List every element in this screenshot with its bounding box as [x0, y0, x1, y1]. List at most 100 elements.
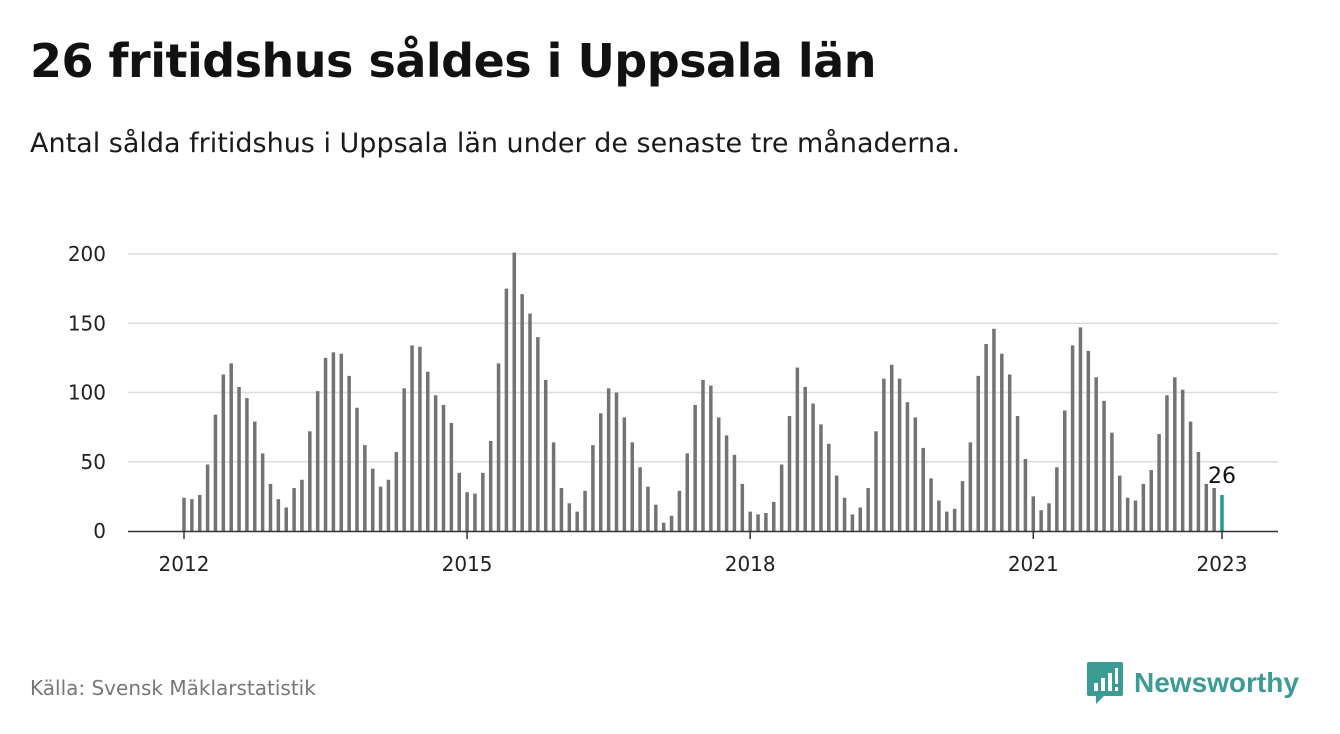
x-tick-label-2018: 2018: [725, 552, 776, 576]
bar: [952, 508, 957, 531]
bar: [315, 391, 320, 531]
bar: [481, 472, 485, 531]
bar: [449, 422, 454, 531]
x-tick-label-2015: 2015: [442, 552, 493, 576]
bar: [1110, 432, 1114, 531]
bar: [654, 504, 658, 531]
bar: [866, 488, 870, 531]
bar: [834, 475, 839, 531]
bar: [724, 435, 729, 531]
bar: [1015, 416, 1020, 531]
bar: [1094, 377, 1098, 531]
bar: [889, 364, 894, 531]
bar: [418, 346, 422, 531]
bar: [1204, 483, 1209, 531]
bar: [1212, 488, 1216, 531]
x-axis: [128, 530, 1278, 539]
bar: [685, 453, 690, 531]
x-axis-tick-labels: 2012 2015 2018 2021 2023: [159, 552, 1248, 576]
bar: [606, 388, 611, 531]
bar: [292, 488, 296, 531]
bar: [803, 386, 807, 531]
newsworthy-logo-icon: [1087, 662, 1123, 704]
chart-subtitle: Antal sålda fritidshus i Uppsala län und…: [30, 128, 961, 159]
y-tick-label-150: 150: [68, 311, 106, 335]
bar: [984, 344, 988, 531]
bar: [473, 493, 477, 531]
bar: [1157, 434, 1161, 531]
bar: [1023, 458, 1028, 531]
bar: [811, 403, 815, 531]
y-axis-tick-labels: 0 50 100 150 200: [68, 242, 106, 543]
bar: [559, 488, 564, 531]
bar: [622, 417, 627, 531]
bar: [842, 497, 847, 531]
bar: [945, 511, 949, 531]
bar: [528, 313, 532, 531]
bar: [1141, 483, 1146, 531]
bar: [394, 452, 399, 531]
bar: [787, 416, 792, 531]
bar: [583, 490, 587, 531]
bar: [905, 402, 910, 531]
y-tick-label-0: 0: [93, 519, 106, 543]
bar: [819, 424, 823, 531]
bar: [882, 378, 886, 531]
bar: [591, 445, 595, 531]
bar: [551, 442, 556, 531]
bar: [575, 511, 579, 531]
bar: [709, 385, 713, 531]
bar: [355, 407, 359, 531]
bar: [874, 431, 878, 531]
bar: [331, 352, 336, 531]
bar: [197, 494, 202, 531]
bar: [638, 467, 642, 531]
x-tick-label-2023: 2023: [1197, 552, 1248, 576]
bar: [693, 404, 697, 531]
bar: [567, 503, 572, 531]
bar: [260, 453, 265, 531]
brand-logo: Newsworthy: [1086, 660, 1299, 706]
bar: [308, 431, 312, 531]
bar: [1165, 395, 1169, 531]
bar: [190, 499, 194, 531]
bar-chart: 0 50 100 150 200 2012 2015 2018 2021 2023 26: [68, 242, 1278, 576]
bar: [496, 363, 501, 531]
bar: [701, 380, 705, 531]
bar: [921, 447, 925, 531]
bar: [1133, 500, 1138, 531]
bar: [465, 492, 469, 531]
bar: [1070, 345, 1075, 531]
bar: [441, 404, 446, 531]
bar: [1086, 350, 1091, 531]
bar: [937, 500, 941, 531]
bar: [1102, 400, 1106, 531]
bar: [646, 486, 650, 531]
bar: [323, 357, 328, 532]
bar: [402, 388, 406, 531]
bar: [410, 345, 414, 531]
bar: [913, 417, 918, 531]
bar: [1188, 421, 1193, 531]
bar: [669, 515, 674, 531]
bar: [339, 353, 344, 531]
bar: [716, 417, 721, 531]
bar: [661, 522, 666, 531]
y-tick-label-50: 50: [81, 450, 106, 474]
bar: [284, 507, 288, 531]
bar: [237, 386, 241, 531]
bar: [1039, 510, 1043, 531]
bar: [1055, 467, 1059, 531]
bar: [245, 398, 249, 531]
bar: [960, 481, 965, 531]
y-tick-label-100: 100: [68, 381, 106, 405]
bar: [1000, 353, 1004, 531]
bar: [1125, 497, 1130, 531]
bar: [378, 486, 383, 531]
bar: [276, 499, 281, 531]
bar: [268, 483, 273, 531]
bar: [748, 511, 752, 531]
bar: [488, 440, 493, 531]
bar: [386, 479, 391, 531]
bar: [929, 478, 933, 531]
